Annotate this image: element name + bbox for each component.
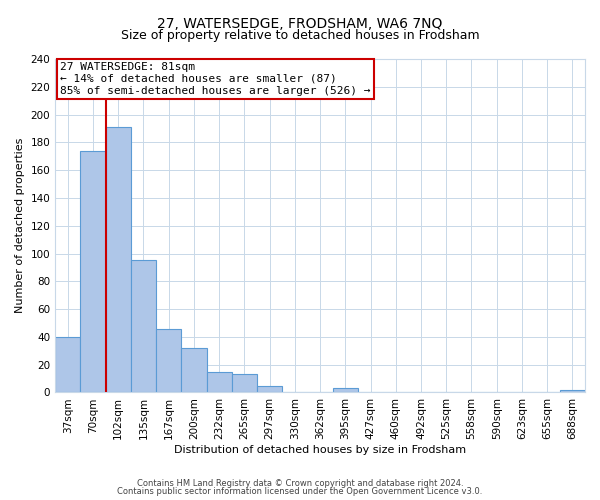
Bar bbox=[206, 372, 232, 392]
Bar bbox=[332, 388, 358, 392]
Bar bbox=[131, 260, 156, 392]
Y-axis label: Number of detached properties: Number of detached properties bbox=[15, 138, 25, 314]
Text: 27 WATERSEDGE: 81sqm
← 14% of detached houses are smaller (87)
85% of semi-detac: 27 WATERSEDGE: 81sqm ← 14% of detached h… bbox=[61, 62, 371, 96]
Bar bbox=[232, 374, 257, 392]
Text: Contains HM Land Registry data © Crown copyright and database right 2024.: Contains HM Land Registry data © Crown c… bbox=[137, 478, 463, 488]
Text: Size of property relative to detached houses in Frodsham: Size of property relative to detached ho… bbox=[121, 29, 479, 42]
Bar bbox=[181, 348, 206, 393]
X-axis label: Distribution of detached houses by size in Frodsham: Distribution of detached houses by size … bbox=[174, 445, 466, 455]
Bar bbox=[106, 127, 131, 392]
Bar bbox=[257, 386, 282, 392]
Bar bbox=[55, 337, 80, 392]
Text: Contains public sector information licensed under the Open Government Licence v3: Contains public sector information licen… bbox=[118, 487, 482, 496]
Text: 27, WATERSEDGE, FRODSHAM, WA6 7NQ: 27, WATERSEDGE, FRODSHAM, WA6 7NQ bbox=[157, 18, 443, 32]
Bar bbox=[156, 328, 181, 392]
Bar bbox=[560, 390, 585, 392]
Bar bbox=[80, 150, 106, 392]
